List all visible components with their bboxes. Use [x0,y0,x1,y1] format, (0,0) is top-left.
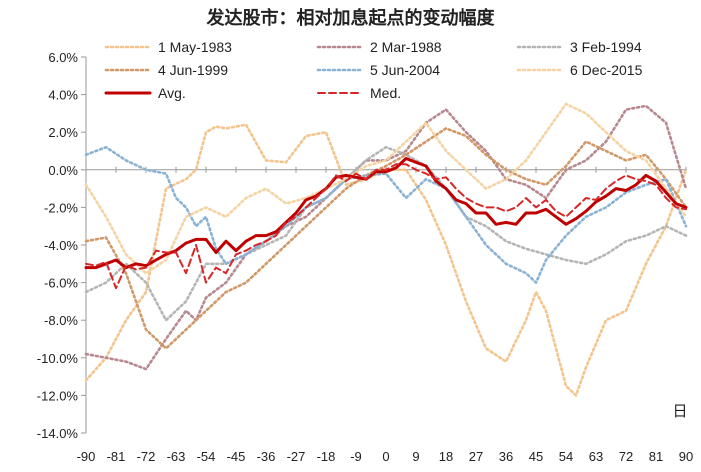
y-tick-label: 2.0% [48,125,78,140]
x-tick-label: 54 [559,449,573,464]
series-line-4-jun-1999 [84,127,688,350]
y-tick-label: 6.0% [48,50,78,65]
y-tick-label: -4.0% [44,238,78,253]
legend-label-avg: Avg. [158,85,186,101]
series-line-5-jun-2004 [84,145,688,284]
y-tick-label: -8.0% [44,313,78,328]
legend-label-med: Med. [370,85,401,101]
y-tick-label: -10.0% [37,351,79,366]
x-tick-label: 27 [469,449,483,464]
legend-label-5-jun-2004: 5 Jun-2004 [370,62,440,78]
x-tick-label: 81 [649,449,663,464]
x-tick-label: 45 [529,449,543,464]
x-tick-label: 36 [499,449,513,464]
y-tick-label: -6.0% [44,276,78,291]
series-line-3-feb-1994 [84,145,688,322]
x-axis-unit-label: 日 [672,402,687,420]
x-tick-label: -72 [137,449,156,464]
x-tick-label: -9 [350,449,362,464]
x-tick-label: 63 [589,449,603,464]
series-line-6-dec-2015 [84,102,688,275]
y-tick-label: -12.0% [37,388,79,403]
legend-label-4-jun-1999: 4 Jun-1999 [158,62,228,78]
chart-title: 发达股市：相对加息起点的变动幅度 [206,8,495,29]
x-tick-label: 18 [439,449,453,464]
series-line-2-mar-1988 [84,104,688,371]
x-tick-label: -54 [197,449,216,464]
x-tick-label: -63 [167,449,186,464]
x-tick-label: 9 [412,449,419,464]
x-tick-label: -27 [287,449,306,464]
series-line-avg [84,157,688,270]
y-tick-label: -14.0% [37,426,79,441]
y-tick-label: -2.0% [44,200,78,215]
x-tick-label: -45 [227,449,246,464]
axes: 6.0% 4.0% 2.0% 0.0% -2.0% -4.0% -6.0% -8.0% -10.… [37,50,693,464]
legend-label-2-mar-1988: 2 Mar-1988 [370,39,442,55]
x-tick-label: 72 [619,449,633,464]
legend: 1 May-1983 2 Mar-1988 3 Feb-1994 4 Jun-1999… [104,39,643,101]
x-tick-label: -18 [317,449,336,464]
legend-label-6-dec-2015: 6 Dec-2015 [570,62,643,78]
y-tick-label: 0.0% [48,163,78,178]
legend-label-1-may-1983: 1 May-1983 [158,39,232,55]
x-tick-label: -36 [257,449,276,464]
x-tick-label: -81 [107,449,126,464]
y-tick-label: 4.0% [48,88,78,103]
x-tick-label: 90 [679,449,693,464]
series-line-med [85,163,687,290]
x-tick-label: 0 [382,449,389,464]
legend-label-3-feb-1994: 3 Feb-1994 [570,39,642,55]
series-lines [84,102,688,397]
x-tick-label: -90 [77,449,96,464]
